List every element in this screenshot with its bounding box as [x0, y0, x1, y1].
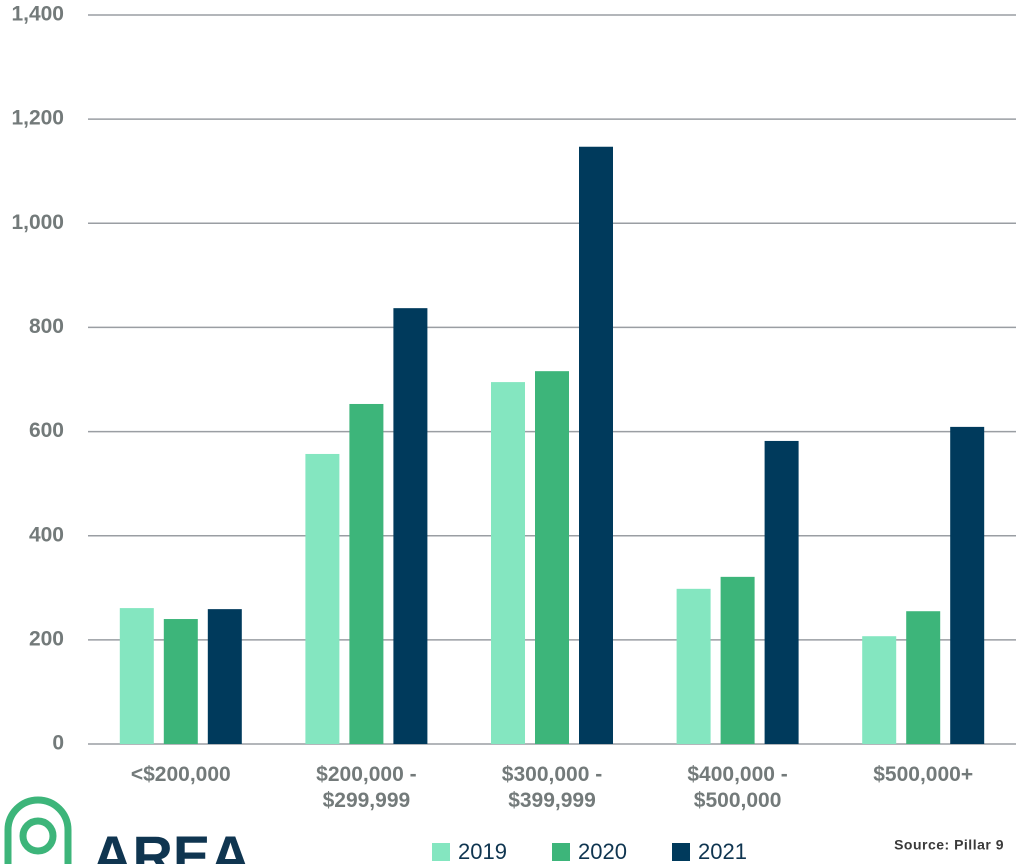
legend-swatch [552, 843, 570, 861]
bar [906, 611, 941, 744]
bar [119, 608, 154, 744]
x-tick-label: $400,000 - $500,000 [687, 763, 788, 812]
y-tick-label: 200 [29, 627, 64, 650]
bar [950, 426, 985, 744]
legend-label: 2019 [458, 839, 507, 864]
bar [535, 371, 569, 744]
bar [579, 146, 613, 744]
bar [393, 308, 428, 744]
x-tick-label: $500,000+ [873, 763, 974, 786]
bar [349, 403, 384, 744]
y-tick-label: 0 [52, 732, 64, 755]
bar [305, 453, 340, 744]
x-tick-label: $300,000 - $399,999 [501, 763, 603, 812]
logo-text: AREA [92, 824, 251, 864]
y-tick-label: 600 [29, 419, 64, 442]
bar [207, 609, 242, 744]
y-tick-label: 1,000 [11, 211, 64, 234]
x-tick-label: $200,000 - $299,999 [316, 763, 417, 812]
bar [676, 588, 711, 744]
bar [163, 619, 198, 744]
legend-swatch [672, 843, 690, 861]
bar [764, 440, 799, 744]
y-tick-label: 800 [29, 315, 64, 338]
x-tick-label: <$200,000 [130, 763, 231, 786]
y-tick-label: 1,200 [11, 107, 64, 130]
logo-icon [4, 796, 72, 864]
bar [491, 382, 525, 744]
legend-swatch [432, 843, 450, 861]
bar [720, 576, 755, 744]
legend-label: 2021 [698, 839, 747, 864]
bar [862, 636, 897, 744]
legend-label: 2020 [578, 839, 627, 864]
source: Source: Pillar 9 [894, 837, 1004, 853]
y-tick-label: 400 [29, 523, 64, 546]
y-tick-label: 1,400 [11, 3, 64, 26]
